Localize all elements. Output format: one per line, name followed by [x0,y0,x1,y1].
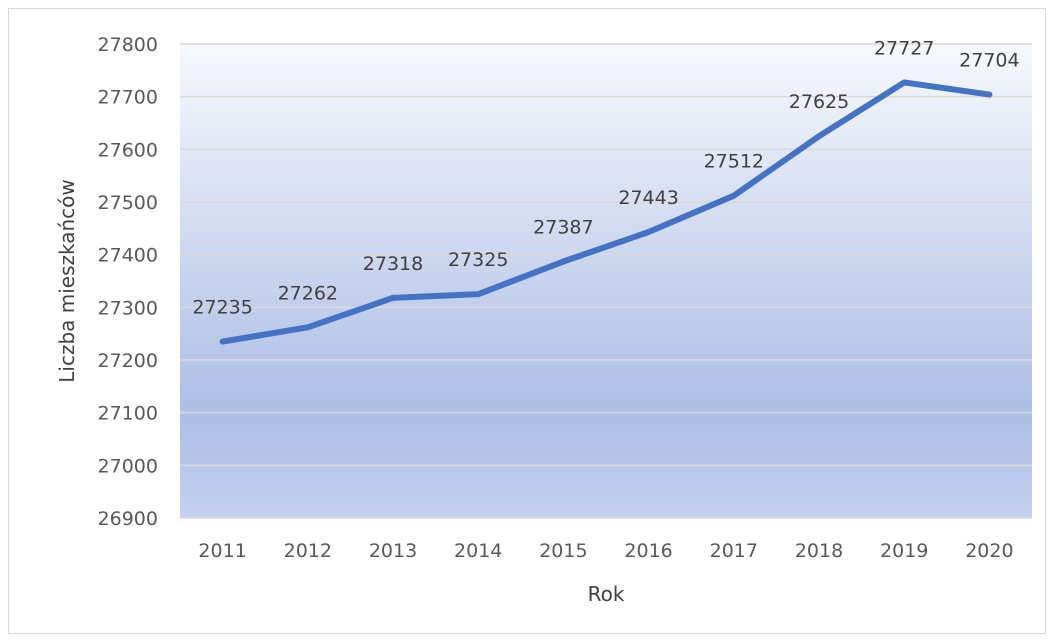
data-label: 27704 [959,50,1019,72]
y-axis-ticks: 26900 27000 27100 27200 27300 27400 27500 27600… [98,34,158,530]
y-tick-label: 27600 [98,139,158,161]
y-tick-label: 27000 [98,455,158,477]
y-axis-title: Liczba mieszkańców [55,179,79,383]
y-tick-label: 27700 [98,87,158,109]
x-tick-label: 2011 [198,540,246,562]
gridlines [180,43,1032,519]
x-axis-title: Rok [588,582,625,606]
data-label: 27325 [448,249,508,271]
data-label: 27727 [874,37,934,59]
data-label: 27625 [789,91,849,113]
x-tick-label: 2016 [624,540,672,562]
data-label: 27318 [363,253,423,275]
data-label: 27262 [278,282,338,304]
y-tick-label: 27100 [98,403,158,425]
y-tick-label: 27400 [98,245,158,267]
x-tick-label: 2020 [965,540,1013,562]
series-line [219,79,993,345]
plot-area [180,44,1032,518]
x-tick-label: 2013 [369,540,417,562]
y-tick-label: 27200 [98,350,158,372]
data-label: 27387 [533,217,593,239]
x-axis-ticks: 2011 2012 2013 2014 2015 2016 2017 2018 2019 2020 [198,540,1013,562]
data-label: 27235 [192,297,252,319]
y-tick-label: 27300 [98,297,158,319]
x-tick-label: 2017 [710,540,758,562]
x-tick-label: 2014 [454,540,502,562]
x-tick-label: 2012 [284,540,332,562]
y-tick-label: 27800 [98,34,158,56]
data-label: 27443 [618,187,678,209]
y-tick-label: 27500 [98,192,158,214]
x-tick-label: 2019 [880,540,928,562]
data-labels: 27235 27262 27318 27325 27387 27443 27512 27625… [192,37,1019,318]
y-tick-label: 26900 [98,508,158,530]
data-label: 27512 [704,151,764,173]
x-tick-label: 2018 [795,540,843,562]
x-tick-label: 2015 [539,540,587,562]
